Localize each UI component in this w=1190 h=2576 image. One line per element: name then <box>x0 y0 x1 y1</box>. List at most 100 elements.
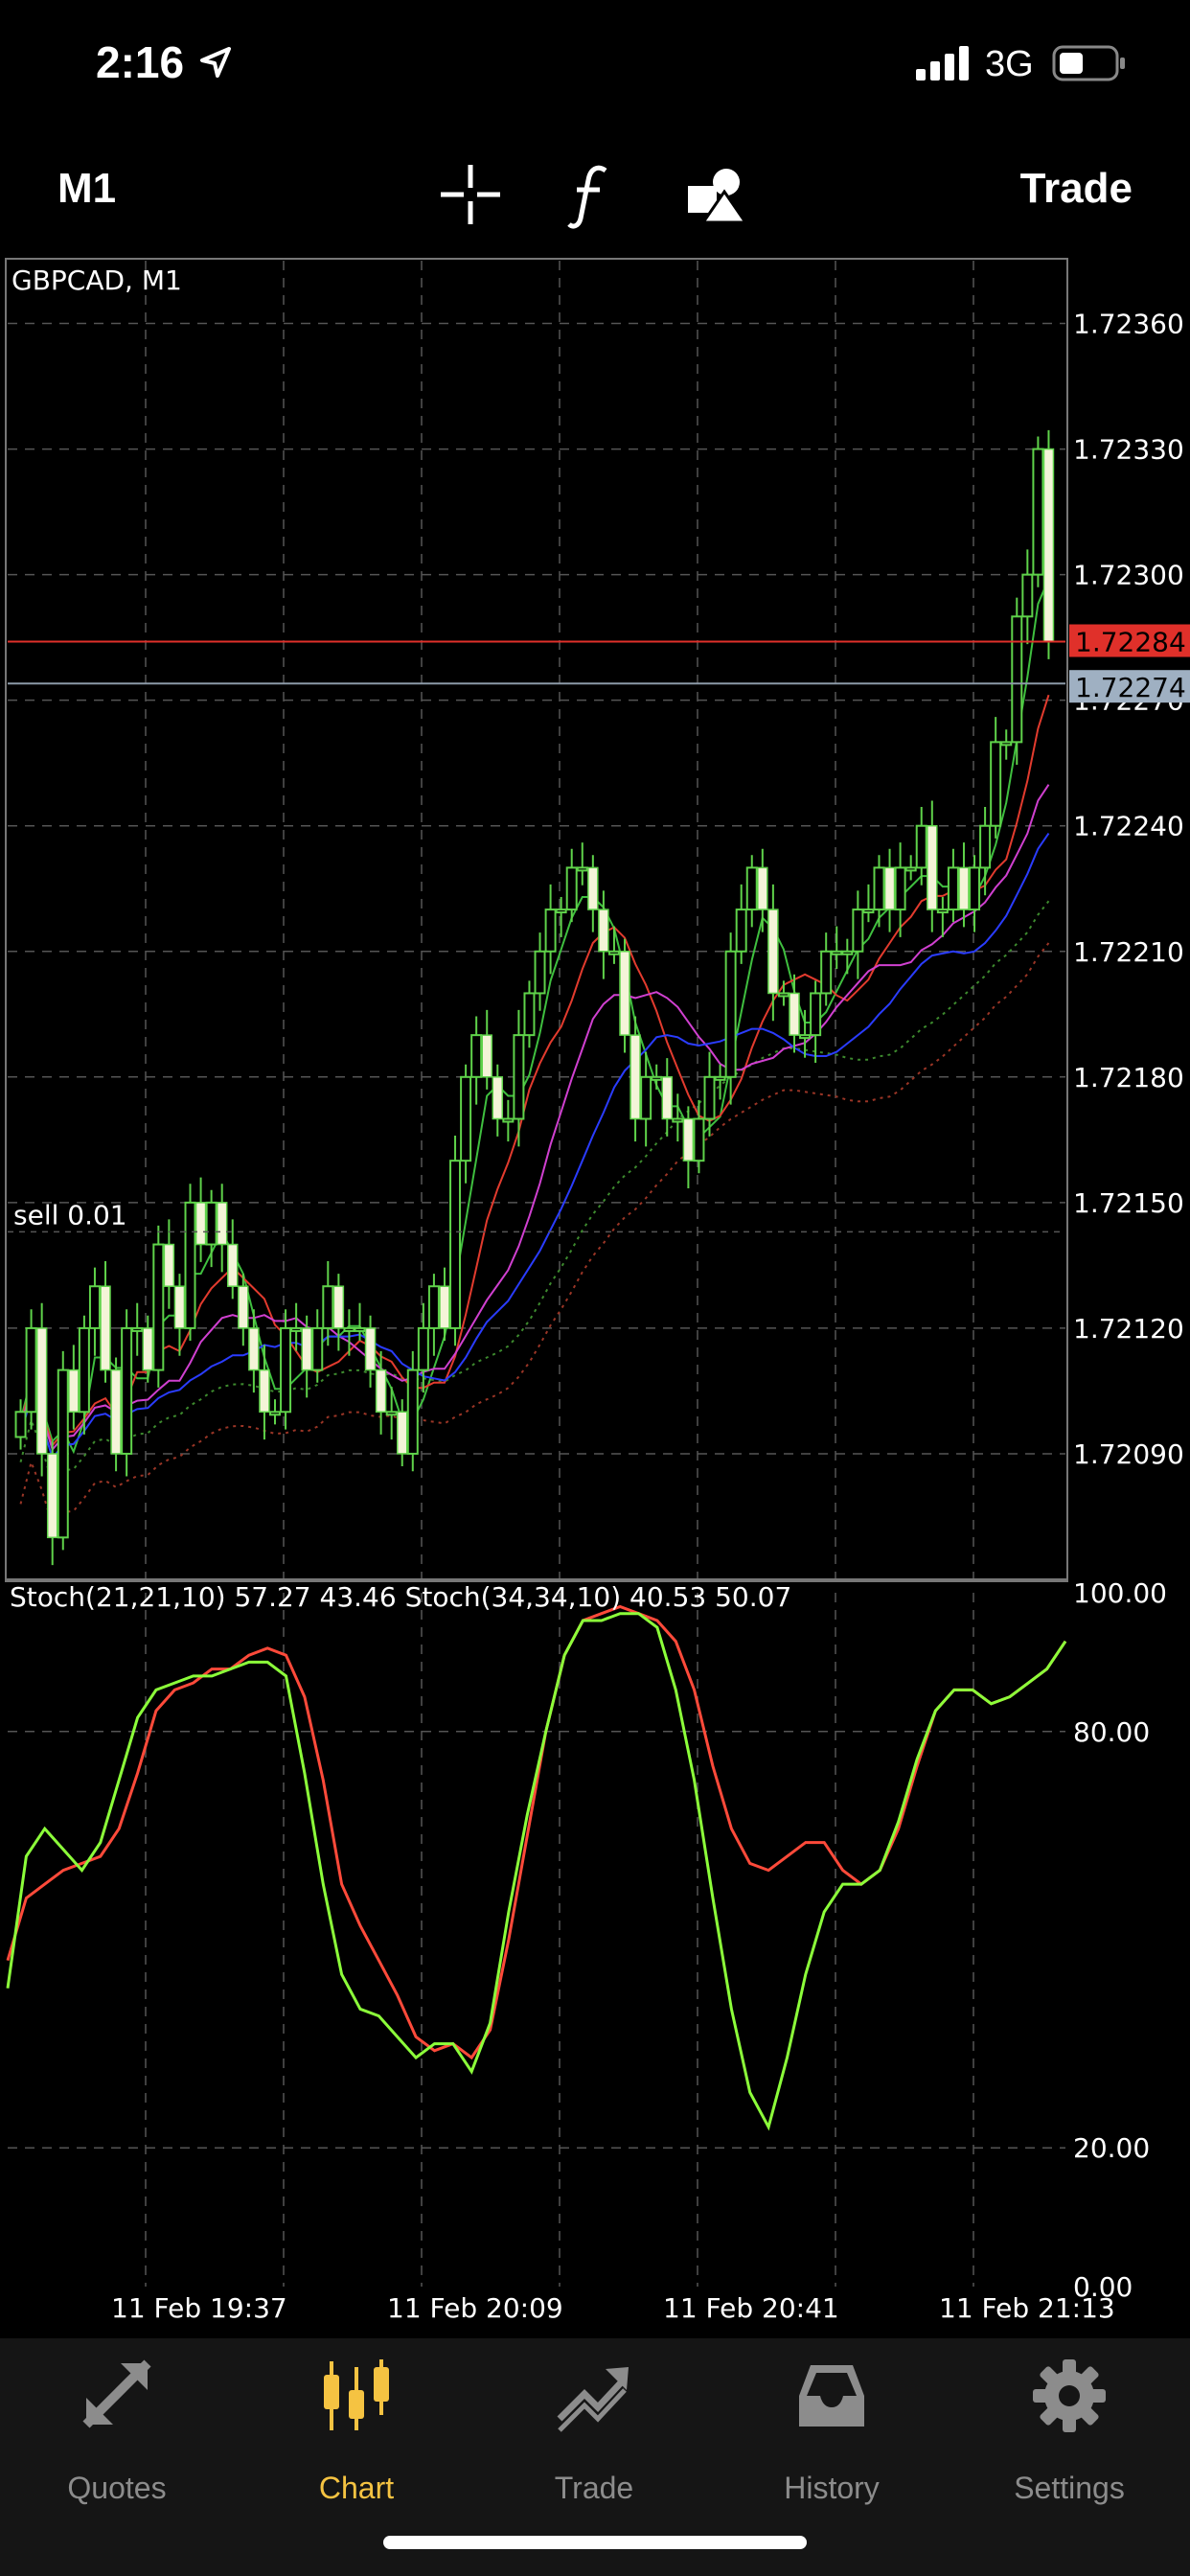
price-label: 1.72210 <box>1073 936 1184 968</box>
cloud-span-a <box>19 900 1050 1485</box>
status-time: 2:16 <box>96 37 185 87</box>
candle-down <box>958 866 970 910</box>
candle-down <box>238 1285 249 1329</box>
candle-down <box>35 1327 48 1455</box>
candle-down <box>883 866 896 910</box>
candle-down <box>259 1368 270 1414</box>
moving-average-line <box>19 784 1050 1452</box>
candle-down <box>364 1327 377 1371</box>
candle-down <box>100 1285 111 1371</box>
candle-down <box>375 1368 387 1414</box>
candle-down <box>789 992 800 1036</box>
candle-up <box>852 908 864 953</box>
candle-up <box>427 1285 440 1329</box>
signal-icon <box>916 46 969 80</box>
tab-bar: Quotes Chart Trade History <box>0 2338 1190 2576</box>
crosshair-icon[interactable] <box>439 163 502 226</box>
stochastic-signal-line <box>6 1604 1067 2060</box>
candle-up <box>1000 741 1013 747</box>
candle-up <box>354 1326 366 1332</box>
candle-down <box>396 1411 408 1455</box>
candle-up <box>714 1075 726 1081</box>
tab-history[interactable]: History <box>726 2358 937 2511</box>
order-label[interactable]: sell 0.01 <box>13 1199 127 1230</box>
candle-down <box>661 1076 674 1120</box>
candle-up <box>565 866 578 911</box>
candle-up <box>990 741 1002 827</box>
candle-up <box>152 1243 165 1371</box>
candle-up <box>672 1117 684 1123</box>
candle-up <box>88 1285 101 1329</box>
candle-up <box>290 1326 303 1332</box>
tab-settings[interactable]: Settings <box>964 2358 1175 2511</box>
candle-up <box>947 866 959 911</box>
stoch-level-label: 0.00 <box>1073 2271 1133 2303</box>
chart-title: GBPCAD, M1 <box>11 264 182 296</box>
candle-up <box>311 1326 324 1371</box>
candle-up <box>449 1160 462 1329</box>
candle-up <box>184 1201 196 1329</box>
candle-up <box>745 866 758 911</box>
candle-up <box>555 908 567 914</box>
candle-up <box>979 824 992 869</box>
candle-up <box>513 1034 525 1120</box>
candle-down <box>248 1327 260 1371</box>
location-arrow-icon <box>200 47 231 78</box>
candle-down <box>68 1368 80 1414</box>
network-type: 3G <box>985 44 1034 84</box>
price-chart[interactable]: 1.723601.723301.723001.722701.722401.722… <box>0 251 1190 2329</box>
candle-up <box>78 1326 90 1414</box>
candle-up <box>693 1117 705 1162</box>
candle-up <box>502 1117 515 1123</box>
tab-quotes[interactable]: Quotes <box>11 2358 222 2511</box>
chart-frame <box>5 258 1068 1582</box>
candles <box>14 429 1055 1566</box>
candle-up <box>534 950 546 995</box>
price-label: 1.72090 <box>1073 1438 1184 1470</box>
price-label: 1.72300 <box>1073 560 1184 591</box>
candle-down <box>757 866 768 910</box>
candle-up <box>894 866 906 911</box>
chart-icon <box>324 2359 389 2430</box>
bid-price-badge <box>1069 624 1190 657</box>
candle-up <box>406 1368 419 1455</box>
candle-up <box>810 992 822 1037</box>
price-label: 1.72360 <box>1073 309 1184 340</box>
quotes-icon <box>82 2359 151 2428</box>
candle-up <box>831 950 843 955</box>
candle-down <box>332 1285 345 1329</box>
candle-down <box>216 1202 228 1246</box>
price-label: 1.72180 <box>1073 1062 1184 1093</box>
tab-trade[interactable]: Trade <box>489 2358 699 2511</box>
price-grid <box>8 261 1065 1579</box>
home-indicator[interactable] <box>383 2536 807 2549</box>
candle-up <box>607 950 620 955</box>
tab-chart[interactable]: Chart <box>251 2358 462 2511</box>
objects-icon[interactable] <box>686 163 749 226</box>
ask-price-label: 1.72274 <box>1075 672 1186 703</box>
candle-up <box>1011 615 1023 744</box>
candle-up <box>777 992 790 998</box>
candle-up <box>841 950 854 955</box>
candle-up <box>969 866 981 911</box>
function-icon[interactable] <box>565 163 613 230</box>
candle-down <box>301 1327 312 1371</box>
cloud-span-b <box>19 942 1050 1528</box>
settings-icon <box>1033 2359 1106 2432</box>
candle-up <box>651 1075 663 1081</box>
stochastic-grid: 100.00 80.00 20.00 0.00 <box>8 1577 1167 2303</box>
tab-settings-label: Settings <box>1014 2471 1125 2505</box>
price-label: 1.72120 <box>1073 1313 1184 1345</box>
timeframe-button[interactable]: M1 <box>57 165 117 212</box>
trade-button[interactable]: Trade <box>1019 165 1133 212</box>
candle-up <box>25 1326 37 1414</box>
candle-down <box>110 1368 122 1455</box>
tab-quotes-label: Quotes <box>67 2471 167 2505</box>
bid-price-label: 1.72284 <box>1075 627 1186 658</box>
ichimoku-cloud <box>19 900 1050 1528</box>
candle-up <box>280 1326 292 1414</box>
candle-down <box>492 1076 504 1120</box>
candle-up <box>470 1034 483 1078</box>
candle-up <box>873 866 885 911</box>
candle-down <box>1042 448 1055 643</box>
